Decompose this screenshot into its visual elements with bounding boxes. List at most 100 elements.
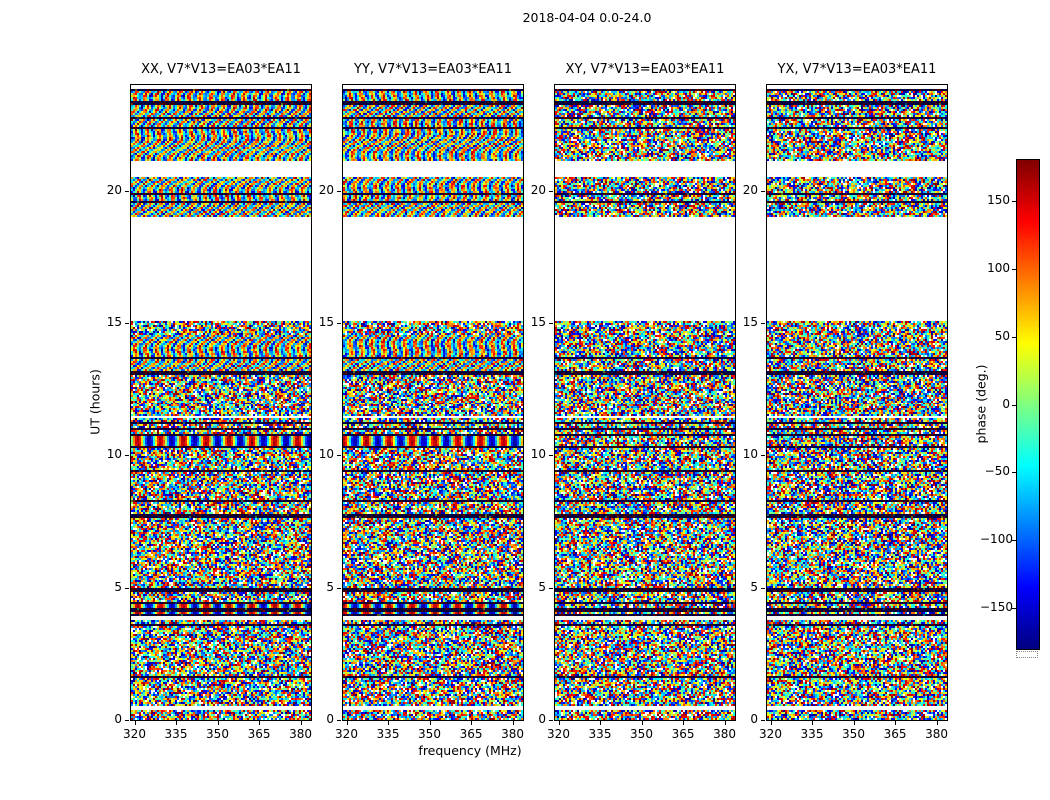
- figure-title: 2018-04-04 0.0-24.0: [522, 10, 652, 25]
- x-tick-label: 365: [247, 727, 271, 741]
- x-tick-label: 335: [164, 727, 188, 741]
- x-tick-mark: [300, 721, 302, 725]
- x-tick-mark: [388, 721, 389, 725]
- y-tick-mark: [761, 720, 765, 721]
- y-tick-label: 5: [114, 579, 122, 594]
- x-tick-label: 350: [418, 727, 441, 741]
- x-tick-mark: [895, 721, 897, 725]
- x-tick-label: 380: [925, 727, 949, 741]
- colorbar-tick-label: −50: [984, 464, 1010, 479]
- y-tick-mark: [549, 190, 553, 192]
- y-tick-mark: [549, 323, 553, 325]
- y-tick-label: 0: [538, 712, 546, 726]
- colorbar-tick-label: 100: [987, 260, 1010, 275]
- x-tick-mark: [558, 721, 560, 725]
- y-tick-mark: [337, 190, 341, 192]
- y-tick-mark: [337, 455, 341, 457]
- colorbar-tick-label: −100: [980, 532, 1013, 547]
- x-tick-mark: [641, 721, 643, 725]
- x-tick-mark: [512, 721, 514, 725]
- y-tick-label: 0: [114, 712, 122, 726]
- colorbar-tick-label: 150: [987, 192, 1010, 207]
- panel-title-yy: YY, V7*V13=EA03*EA11: [354, 62, 512, 77]
- y-tick-mark: [125, 720, 129, 721]
- y-tick-label: 20: [742, 182, 758, 197]
- y-tick-label: 10: [106, 447, 122, 462]
- x-tick-label: 380: [289, 727, 313, 741]
- heatmap-canvas-xx: [131, 85, 311, 720]
- x-tick-label: 380: [501, 727, 525, 741]
- y-tick-label: 20: [106, 182, 122, 197]
- colorbar-tick-label: 50: [994, 328, 1010, 343]
- y-tick-mark: [125, 587, 129, 589]
- y-tick-label: 15: [318, 315, 334, 330]
- y-tick-label: 20: [530, 182, 546, 197]
- y-tick-label: 15: [742, 315, 758, 330]
- x-tick-mark: [471, 721, 473, 725]
- y-tick-mark: [125, 190, 129, 192]
- x-tick-label: 365: [671, 727, 695, 741]
- y-tick-mark: [549, 455, 553, 457]
- colorbar-tick-label: 0: [1002, 396, 1010, 411]
- x-tick-mark: [217, 721, 219, 725]
- colorbar-tick-mark: [1012, 472, 1016, 474]
- x-tick-mark: [259, 721, 261, 725]
- y-tick-label: 10: [318, 447, 334, 462]
- x-tick-mark: [346, 721, 348, 725]
- y-tick-label: 5: [750, 579, 758, 594]
- x-tick-mark: [683, 721, 685, 725]
- y-tick-mark: [761, 190, 765, 192]
- y-tick-mark: [125, 455, 129, 457]
- y-tick-mark: [549, 720, 553, 721]
- y-tick-label: 20: [318, 182, 334, 197]
- x-tick-mark: [176, 721, 177, 725]
- panel-title-xx: XX, V7*V13=EA03*EA11: [141, 62, 301, 77]
- colorbar-tick-mark: [1012, 404, 1016, 406]
- x-tick-label: 320: [123, 727, 146, 741]
- x-tick-label: 380: [713, 727, 737, 741]
- x-tick-mark: [936, 721, 938, 725]
- x-tick-mark: [600, 721, 601, 725]
- y-tick-mark: [337, 323, 341, 325]
- x-tick-label: 320: [547, 727, 570, 741]
- x-tick-label: 350: [206, 727, 229, 741]
- y-tick-label: 10: [530, 447, 546, 462]
- colorbar: [1016, 159, 1040, 650]
- colorbar-tick-label: −150: [980, 600, 1013, 615]
- colorbar-tick-mark: [1012, 608, 1016, 610]
- y-tick-label: 5: [538, 579, 546, 594]
- y-axis-label: UT (hours): [87, 369, 103, 435]
- y-tick-label: 0: [750, 712, 758, 726]
- x-tick-label: 350: [630, 727, 653, 741]
- x-tick-mark: [812, 721, 813, 725]
- y-tick-mark: [337, 720, 341, 721]
- x-tick-mark: [770, 721, 772, 725]
- y-tick-label: 15: [106, 315, 122, 330]
- y-tick-label: 10: [742, 447, 758, 462]
- y-tick-mark: [761, 455, 765, 457]
- colorbar-gradient: [1017, 160, 1039, 649]
- panel-xy: [554, 84, 736, 721]
- y-tick-mark: [549, 587, 553, 589]
- y-tick-label: 0: [326, 712, 334, 726]
- y-tick-mark: [337, 587, 341, 589]
- x-tick-label: 335: [376, 727, 400, 741]
- y-tick-label: 5: [326, 579, 334, 594]
- heatmap-canvas-yx: [767, 85, 947, 720]
- x-axis-label: frequency (MHz): [418, 743, 522, 758]
- colorbar-extension: [1016, 651, 1038, 658]
- x-tick-mark: [853, 721, 855, 725]
- x-tick-mark: [724, 721, 726, 725]
- panel-yy: [342, 84, 524, 721]
- colorbar-tick-mark: [1012, 540, 1016, 542]
- y-tick-label: 15: [530, 315, 546, 330]
- x-tick-label: 350: [842, 727, 865, 741]
- x-tick-label: 365: [883, 727, 907, 741]
- colorbar-tick-mark: [1012, 268, 1016, 270]
- panel-yx: [766, 84, 948, 721]
- y-tick-mark: [761, 587, 765, 589]
- x-tick-mark: [429, 721, 431, 725]
- x-tick-label: 365: [459, 727, 483, 741]
- y-tick-mark: [761, 323, 765, 325]
